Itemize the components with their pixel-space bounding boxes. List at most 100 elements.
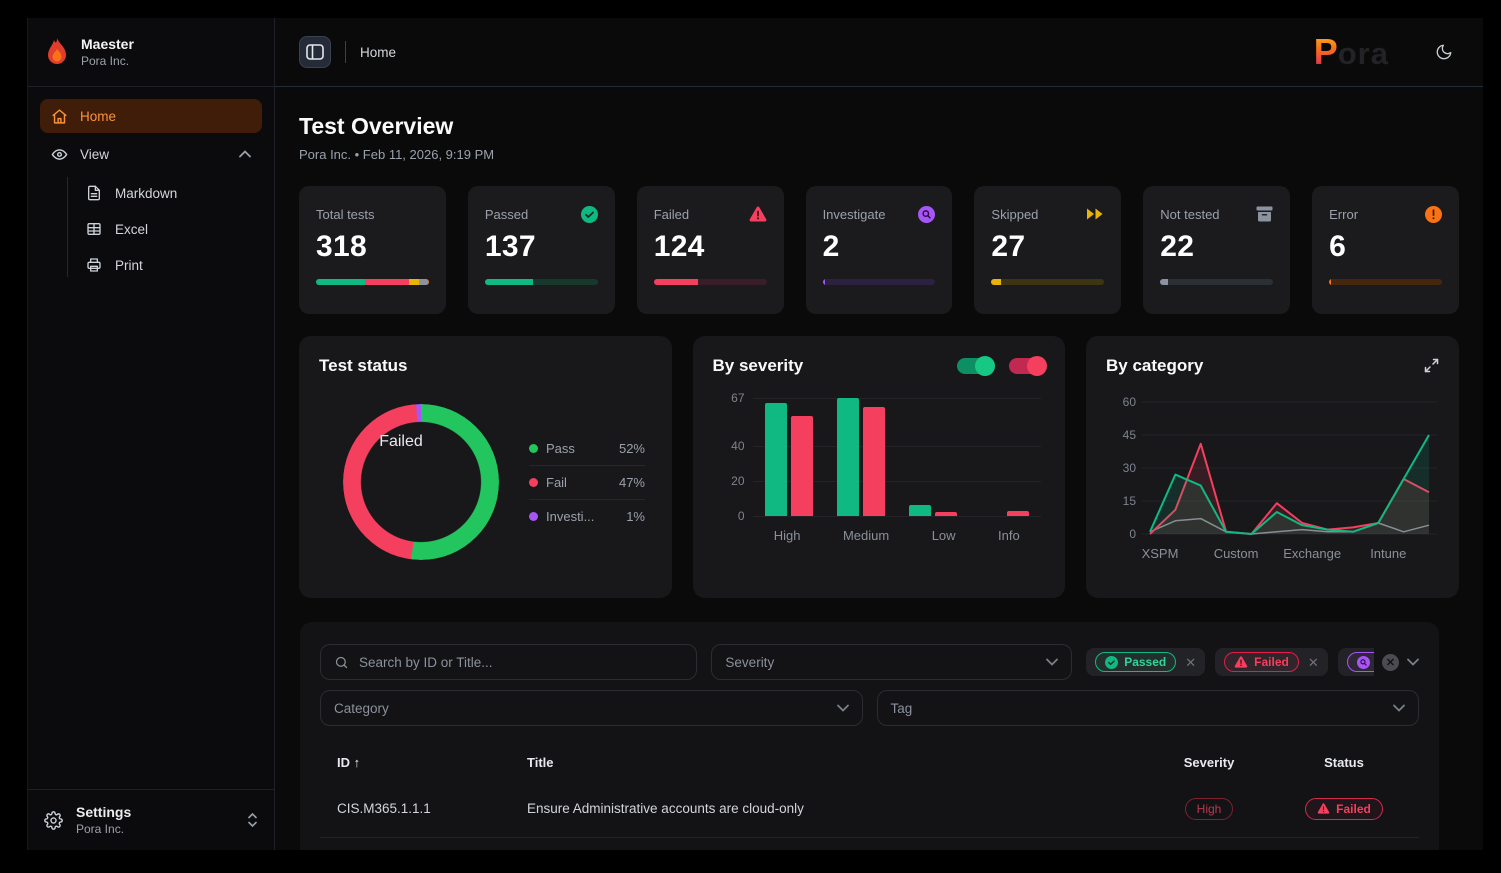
- search-input[interactable]: [359, 654, 684, 670]
- sidebar-item-label: Markdown: [115, 185, 178, 201]
- chevron-down-icon: [1407, 658, 1419, 666]
- clear-all-chips-icon[interactable]: ✕: [1381, 653, 1399, 671]
- svg-text:45: 45: [1123, 428, 1137, 442]
- sidebar-brand: Maester Pora Inc.: [28, 18, 274, 87]
- dark-mode-toggle[interactable]: [1429, 37, 1459, 67]
- legend-item-fail: Fail 47%: [529, 464, 645, 499]
- settings-label: Settings: [76, 804, 132, 820]
- home-icon: [51, 108, 68, 125]
- stat-value: 27: [991, 230, 1026, 263]
- status-multiselect[interactable]: Passed ✕ Failed ✕: [1086, 644, 1419, 680]
- svg-text:Intune: Intune: [1370, 546, 1406, 561]
- stat-progress-bar: [822, 279, 936, 285]
- top-header: Home P ora: [275, 18, 1483, 87]
- chart-title: By severity: [712, 356, 804, 375]
- stat-label: Not tested: [1160, 206, 1220, 222]
- by-severity-card: By severity 0 20 40 67 High Medium Low Info: [692, 336, 1065, 598]
- sidebar-item-home[interactable]: Home: [40, 99, 262, 133]
- sidebar-item-view[interactable]: View: [40, 137, 262, 171]
- search-box: [320, 644, 698, 680]
- sidebar: Maester Pora Inc. Home View: [28, 18, 275, 850]
- sort-asc-icon: ↑: [353, 754, 361, 770]
- check-circle-icon: [580, 205, 598, 223]
- alert-triangle-icon: [749, 206, 767, 222]
- sidebar-item-label: View: [80, 146, 110, 162]
- stat-progress-bar: [1160, 279, 1274, 285]
- severity-select[interactable]: Severity: [711, 644, 1073, 680]
- test-status-card: Test status Pass 52% Fail: [299, 336, 672, 598]
- column-header-status[interactable]: Status: [1324, 754, 1364, 770]
- stat-value: 22: [1160, 230, 1195, 263]
- tag-select[interactable]: Tag: [876, 690, 1419, 726]
- status-badge: Failed: [1305, 797, 1383, 820]
- stat-label: Skipped: [991, 206, 1039, 222]
- stat-card-investigate: Investigate 2: [805, 186, 953, 314]
- remove-chip-failed-icon[interactable]: ✕: [1307, 654, 1319, 670]
- tests-panel: Severity Passed ✕: [300, 622, 1439, 850]
- sidebar-item-label: Print: [115, 257, 143, 273]
- donut-legend: Pass 52% Fail 47% Investi...: [529, 432, 645, 533]
- charts-row: Test status Pass 52% Fail: [299, 336, 1459, 598]
- table-row[interactable]: CIS.M365.1.1.1 Ensure Administrative acc…: [320, 780, 1419, 838]
- sidebar-toggle-button[interactable]: [299, 36, 331, 68]
- page-title: Test Overview: [299, 113, 454, 139]
- search-icon: [334, 655, 349, 670]
- stat-value: 6: [1329, 230, 1347, 263]
- moon-icon: [1435, 43, 1453, 61]
- legend-toggle-failed[interactable]: [1009, 356, 1047, 376]
- legend-item-pass: Pass 52%: [529, 432, 645, 465]
- legend-item-investigate: Investi... 1%: [529, 498, 645, 533]
- pora-logo-text: ora: [1337, 36, 1389, 71]
- magnifier-circle-icon: [918, 205, 936, 223]
- eye-icon: [51, 146, 68, 163]
- svg-text:Exchange: Exchange: [1283, 546, 1341, 561]
- legend-toggle-passed[interactable]: [957, 356, 995, 376]
- status-chip-failed[interactable]: Failed: [1224, 652, 1299, 672]
- category-select[interactable]: Category: [320, 690, 863, 726]
- stat-card-passed: Passed 137: [467, 186, 615, 314]
- legend-dot: [529, 477, 538, 487]
- column-header-severity[interactable]: Severity: [1183, 754, 1235, 770]
- status-chip-passed[interactable]: Passed: [1095, 652, 1177, 672]
- test-status-donut-chart[interactable]: [343, 404, 499, 560]
- chevron-up-icon: [239, 150, 251, 158]
- svg-text:0: 0: [1129, 527, 1136, 541]
- sidebar-item-markdown[interactable]: Markdown: [74, 175, 262, 211]
- stat-progress-bar: [1329, 279, 1442, 285]
- by-category-line-chart[interactable]: 0 15 30 45 60 XSPM Custom Exchange Intune: [1106, 388, 1439, 566]
- tests-table: ID ↑ Title Severity Status CIS.M365.1.1.…: [320, 744, 1419, 838]
- stat-card-error: Error 6: [1312, 186, 1459, 314]
- sidebar-item-excel[interactable]: Excel: [74, 211, 262, 247]
- by-severity-bar-chart[interactable]: 0 20 40 67 High Medium Low Info: [713, 391, 1046, 550]
- page-content: Test Overview Pora Inc. • Feb 11, 2026, …: [275, 87, 1483, 850]
- stat-value: 124: [653, 230, 705, 263]
- settings-menu[interactable]: Settings Pora Inc.: [28, 789, 274, 850]
- stat-card-failed: Failed 124: [636, 186, 784, 314]
- chevron-up-down-icon: [247, 812, 258, 828]
- breadcrumb[interactable]: Home: [360, 44, 397, 60]
- sidebar-item-print[interactable]: Print: [74, 247, 262, 283]
- stat-label: Investigate: [822, 206, 886, 222]
- chevron-down-icon: [1046, 658, 1059, 666]
- stat-value: 137: [484, 230, 536, 263]
- stats-row: Total tests 318 Passed 137: [299, 186, 1459, 314]
- gear-icon: [44, 810, 63, 830]
- column-header-id[interactable]: ID ↑: [337, 754, 361, 770]
- column-header-title[interactable]: Title: [527, 754, 554, 770]
- expand-icon[interactable]: [1424, 358, 1439, 373]
- stat-label: Passed: [484, 206, 529, 222]
- severity-badge: High: [1184, 797, 1234, 820]
- sidebar-item-label: Excel: [115, 221, 149, 237]
- brand-org: Pora Inc.: [81, 54, 130, 68]
- toggle-knob: [975, 356, 995, 376]
- chevron-down-icon: [836, 704, 849, 712]
- legend-dot: [529, 511, 538, 521]
- file-text-icon: [86, 185, 102, 201]
- status-chip-passed-group: Passed ✕: [1086, 648, 1206, 676]
- archive-icon: [1256, 206, 1273, 222]
- pora-logo: P ora: [1314, 31, 1389, 73]
- toggle-knob: [1027, 356, 1047, 376]
- remove-chip-passed-icon[interactable]: ✕: [1185, 654, 1197, 670]
- by-category-card: By category 0 15 30 45 60 XSPM Custom Exchange I…: [1086, 336, 1459, 598]
- chart-title: Test status: [319, 356, 408, 375]
